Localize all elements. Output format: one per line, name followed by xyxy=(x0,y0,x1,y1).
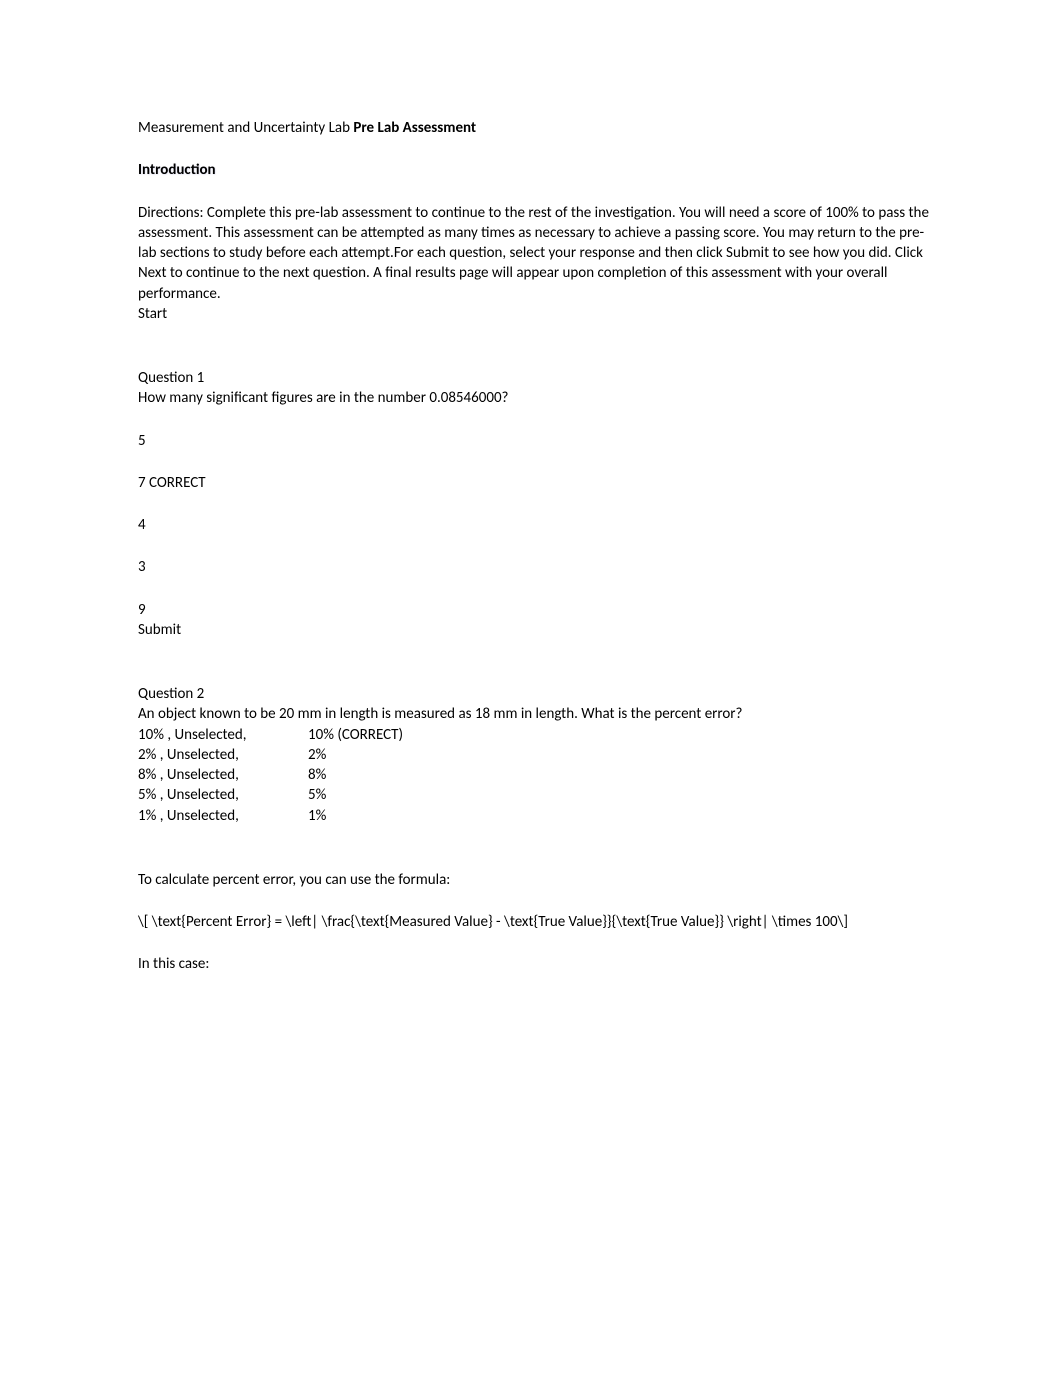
directions-text: Directions: Complete this pre-lab assess… xyxy=(138,203,932,304)
in-this-case: In this case: xyxy=(138,954,932,974)
q2-option-row: 8% , Unselected, 8% xyxy=(138,765,932,785)
q2-option-left: 2% , Unselected, xyxy=(138,745,308,765)
submit-label: Submit xyxy=(138,620,932,640)
q2-option-row: 2% , Unselected, 2% xyxy=(138,745,932,765)
q1-option: 3 xyxy=(138,557,932,577)
q1-option: 4 xyxy=(138,515,932,535)
q2-option-left: 1% , Unselected, xyxy=(138,806,308,826)
q2-option-row: 5% , Unselected, 5% xyxy=(138,785,932,805)
q2-option-right: 1% xyxy=(308,806,932,826)
title-bold: Pre Lab Assessment xyxy=(353,119,476,137)
question-1-label: Question 1 xyxy=(138,368,932,388)
formula-intro: To calculate percent error, you can use … xyxy=(138,870,932,890)
introduction-heading: Introduction xyxy=(138,160,932,180)
q1-option: 9 xyxy=(138,600,932,620)
percent-error-formula: \[ \text{Percent Error} = \left| \frac{\… xyxy=(138,912,932,932)
start-label: Start xyxy=(138,304,932,324)
q2-option-right: 5% xyxy=(308,785,932,805)
question-1-text: How many significant figures are in the … xyxy=(138,388,932,408)
q1-option: 5 xyxy=(138,431,932,451)
q2-option-left: 10% , Unselected, xyxy=(138,725,308,745)
q2-option-left: 5% , Unselected, xyxy=(138,785,308,805)
q2-option-row: 10% , Unselected, 10% (CORRECT) xyxy=(138,725,932,745)
question-2-text: An object known to be 20 mm in length is… xyxy=(138,704,932,724)
question-2-label: Question 2 xyxy=(138,684,932,704)
q2-option-row: 1% , Unselected, 1% xyxy=(138,806,932,826)
q2-option-right: 8% xyxy=(308,765,932,785)
document-title: Measurement and Uncertainty Lab Pre Lab … xyxy=(138,118,932,138)
q2-option-left: 8% , Unselected, xyxy=(138,765,308,785)
q1-option: 7 CORRECT xyxy=(138,473,932,493)
title-prefix: Measurement and Uncertainty Lab xyxy=(138,119,353,137)
q2-option-right: 10% (CORRECT) xyxy=(308,725,932,745)
q2-option-right: 2% xyxy=(308,745,932,765)
